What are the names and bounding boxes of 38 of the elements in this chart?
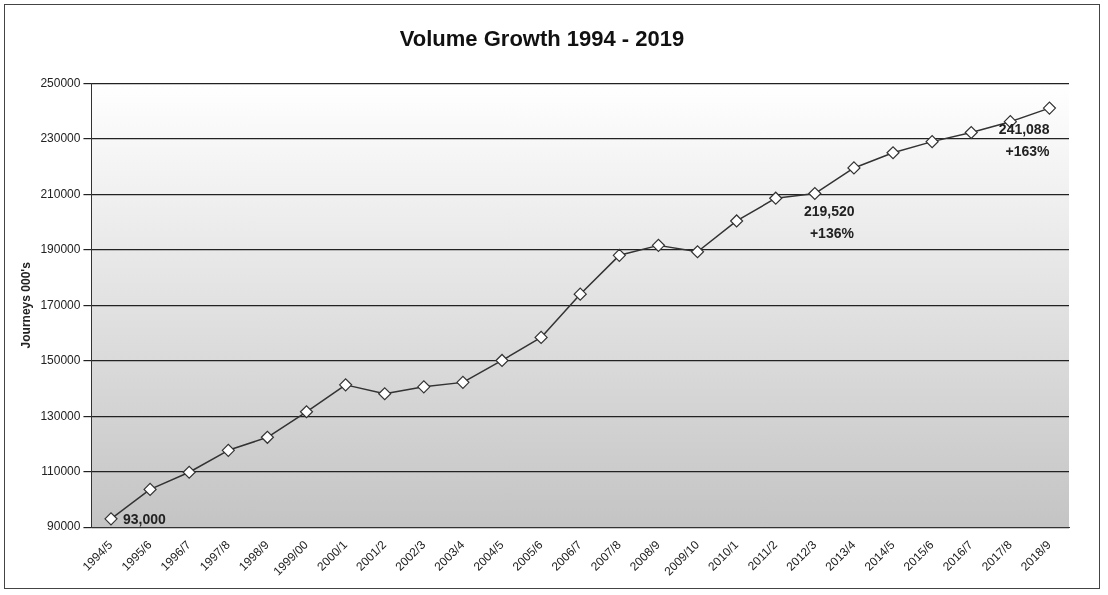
point	[808, 186, 822, 201]
point	[260, 430, 274, 444]
point	[573, 287, 587, 301]
annotation: 241,088 +163%	[998, 121, 1050, 160]
y-tick-label: 110000	[41, 463, 81, 478]
point	[964, 125, 978, 140]
point	[612, 248, 626, 262]
point	[534, 330, 548, 345]
point	[221, 443, 235, 457]
point	[886, 146, 900, 160]
point	[378, 387, 392, 401]
y-tick-label: 170000	[40, 297, 81, 312]
point	[769, 191, 783, 205]
y-tick-label: 150000	[40, 353, 81, 368]
y-axis-title: Journeys 000's	[18, 261, 33, 349]
point	[417, 380, 431, 394]
y-tick-label: 230000	[40, 131, 81, 146]
point	[925, 135, 939, 149]
point	[143, 482, 157, 497]
y-tick-label: 250000	[40, 75, 81, 90]
point	[1042, 101, 1057, 115]
point	[104, 512, 118, 526]
point	[690, 245, 705, 259]
point	[651, 238, 666, 252]
y-tick-label: 130000	[40, 408, 81, 423]
point	[456, 375, 470, 389]
y-tick-label: 90000	[47, 519, 81, 534]
point	[182, 465, 196, 479]
point	[495, 353, 509, 368]
y-tick-label: 190000	[40, 242, 81, 257]
point	[847, 161, 861, 175]
point	[339, 378, 353, 392]
chart-title: Volume Growth 1994 - 2019	[399, 26, 685, 52]
annotation: 219,520 +136%	[803, 202, 855, 241]
point	[730, 214, 744, 228]
annotation: 93,000	[122, 510, 167, 527]
point	[299, 405, 314, 419]
y-tick-label: 210000	[40, 186, 81, 201]
